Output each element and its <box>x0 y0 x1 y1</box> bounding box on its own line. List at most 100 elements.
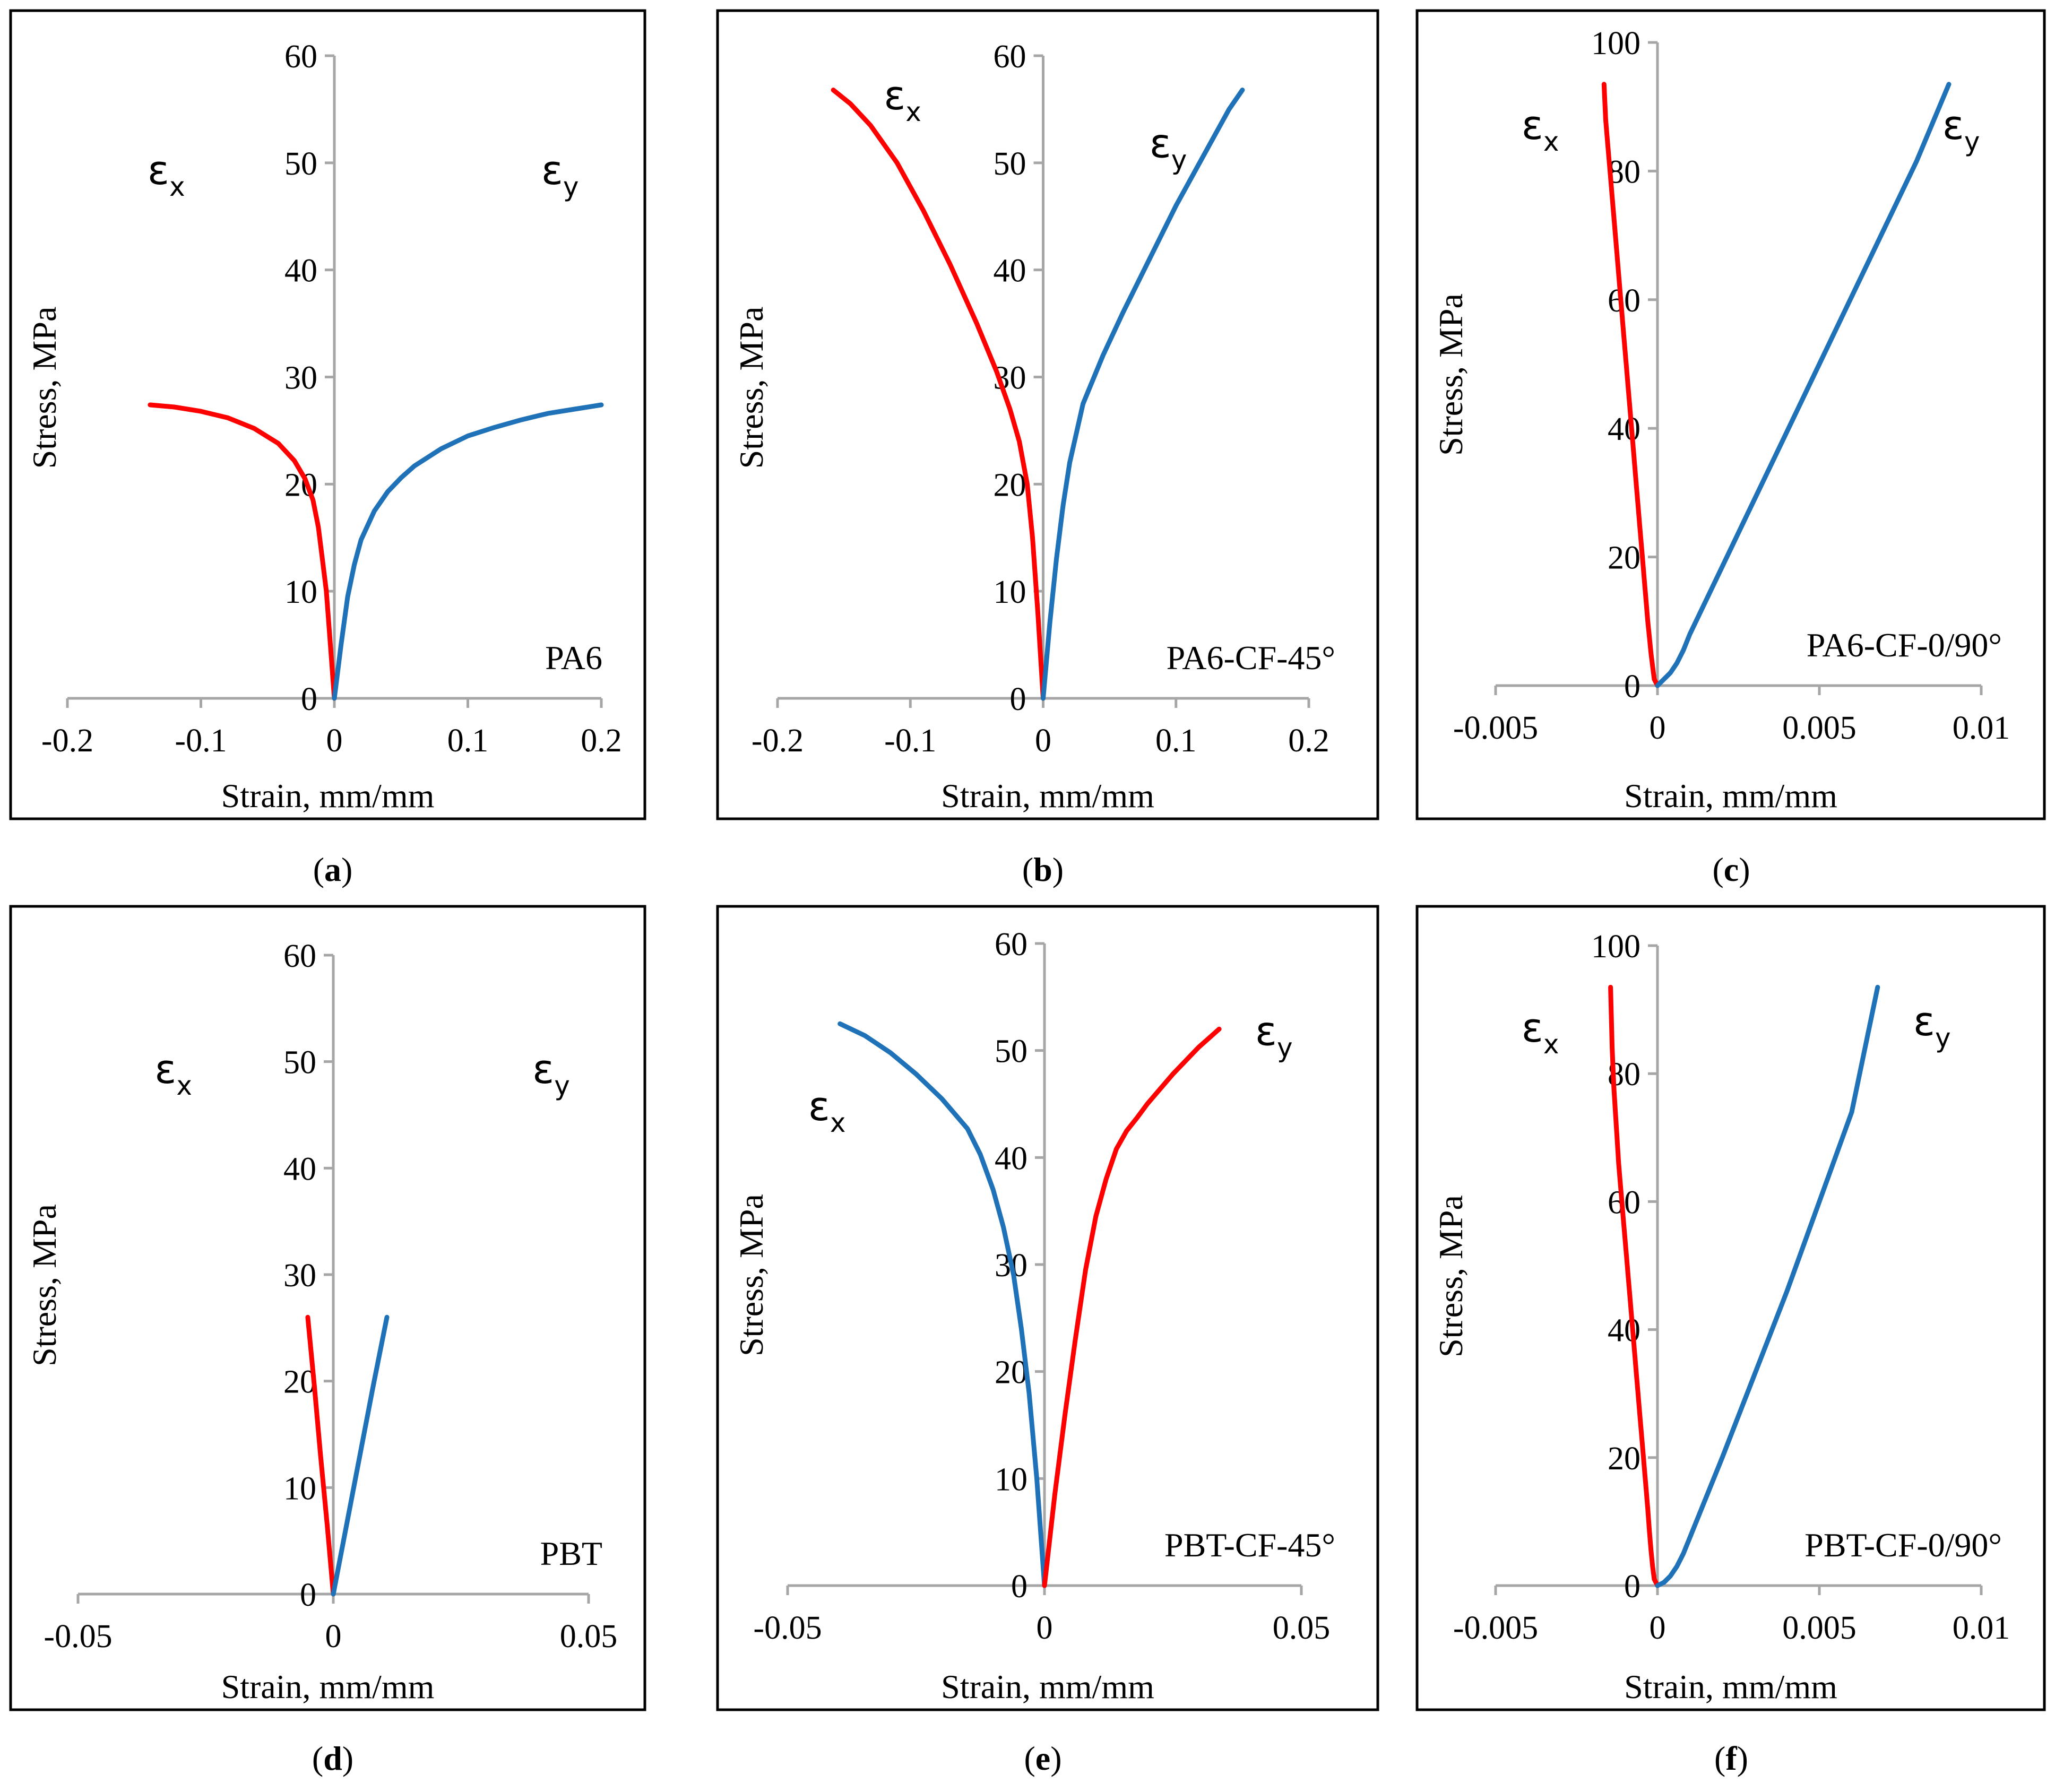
y-tick-label: 10 <box>283 1470 316 1507</box>
caption-close: ) <box>342 1739 353 1777</box>
x-tick-label: -0.005 <box>1453 710 1538 746</box>
y-axis-title: Stress, MPa <box>732 307 770 469</box>
caption-letter: d <box>323 1739 342 1777</box>
strain-subscript: y <box>1964 126 1980 157</box>
caption-letter: e <box>1035 1739 1050 1777</box>
y-tick-label: 10 <box>995 1461 1028 1497</box>
caption-open: ( <box>312 1739 323 1777</box>
series-line-1 <box>148 402 337 701</box>
x-axis-title: Strain, mm/mm <box>941 777 1154 815</box>
material-label: PBT-CF-45° <box>1164 1526 1335 1564</box>
strain-subscript: y <box>563 171 579 202</box>
y-tick-label: 20 <box>1608 1441 1640 1477</box>
material-label: PBT <box>540 1535 602 1572</box>
panel-caption: (b) <box>1022 851 1064 888</box>
strain-label-y: εy <box>1255 1008 1293 1063</box>
strain-subscript: y <box>1171 145 1187 176</box>
y-tick-label: 60 <box>284 39 317 75</box>
panel-frame <box>9 905 646 1711</box>
y-tick-label: 40 <box>283 1151 316 1187</box>
series-line-2 <box>1042 1026 1222 1588</box>
y-tick-label: 40 <box>284 253 317 289</box>
x-tick-label: 0.05 <box>560 1618 618 1655</box>
x-tick-label: -0.005 <box>1453 1610 1538 1646</box>
strain-symbol: ε <box>808 1083 830 1130</box>
strain-label-x: εx <box>808 1083 846 1138</box>
strain-subscript: x <box>905 97 921 127</box>
strain-subscript: x <box>830 1107 846 1138</box>
y-tick-label: 40 <box>1608 411 1640 447</box>
x-axis-title: Strain, mm/mm <box>221 777 435 815</box>
material-label: PA6 <box>545 639 602 677</box>
strain-symbol: ε <box>884 72 905 119</box>
x-tick-label: -0.05 <box>753 1610 822 1646</box>
y-tick-label: 20 <box>995 1355 1028 1391</box>
panel-frame <box>1415 9 2046 820</box>
x-tick-label: -0.05 <box>44 1618 112 1655</box>
series-line-2 <box>1655 984 1880 1588</box>
strain-symbol: ε <box>148 146 169 194</box>
x-tick-label: 0 <box>1035 723 1051 759</box>
y-axis-title: Stress, MPa <box>25 307 63 469</box>
y-tick-label: 20 <box>994 467 1026 503</box>
x-tick-label: -0.1 <box>175 723 227 759</box>
series-line-2 <box>1655 82 1952 688</box>
y-axis-title: Stress, MPa <box>1432 1195 1470 1357</box>
panel-frame <box>716 905 1379 1711</box>
caption-close: ) <box>1050 1739 1061 1777</box>
strain-label-y: εy <box>541 146 579 202</box>
caption-close: ) <box>1052 851 1064 888</box>
y-tick-label: 40 <box>995 1140 1028 1176</box>
strain-symbol: ε <box>1522 101 1543 149</box>
y-tick-label: 20 <box>1608 540 1640 576</box>
caption-letter: a <box>324 851 341 888</box>
x-tick-label: 0 <box>1650 710 1666 746</box>
x-tick-label: 0.005 <box>1782 1610 1857 1646</box>
y-tick-label: 30 <box>284 360 317 396</box>
strain-label-x: εx <box>1522 1004 1559 1060</box>
x-tick-label: 0 <box>326 723 343 759</box>
strain-label-x: εx <box>154 1045 192 1101</box>
series-line-1 <box>831 88 1046 701</box>
x-tick-label: 0.2 <box>1288 723 1329 759</box>
x-axis-title: Strain, mm/mm <box>1624 777 1837 815</box>
series-line-1 <box>305 1314 336 1597</box>
y-tick-label: 30 <box>283 1258 316 1294</box>
caption-open: ( <box>1022 851 1033 888</box>
series-line-2 <box>1041 88 1245 701</box>
strain-symbol: ε <box>1913 998 1935 1045</box>
strain-subscript: y <box>554 1070 570 1101</box>
panel-caption: (e) <box>1024 1739 1061 1777</box>
caption-open: ( <box>313 851 324 888</box>
y-tick-label: 100 <box>1591 929 1640 965</box>
strain-label-y: εy <box>532 1045 570 1101</box>
strain-label-x: εx <box>1522 101 1559 157</box>
x-tick-label: -0.2 <box>41 723 93 759</box>
strain-subscript: y <box>1935 1023 1951 1053</box>
strain-subscript: x <box>1543 1029 1559 1060</box>
y-tick-label: 0 <box>1624 669 1640 705</box>
strain-label-y: εy <box>1150 120 1187 176</box>
caption-open: ( <box>1712 851 1723 888</box>
y-tick-label: 0 <box>301 681 317 717</box>
y-tick-label: 60 <box>283 938 316 974</box>
x-tick-label: -0.1 <box>884 723 936 759</box>
caption-letter: b <box>1033 851 1052 888</box>
y-tick-label: 60 <box>994 39 1026 75</box>
x-tick-label: 0.01 <box>1953 710 2010 746</box>
x-tick-label: 0 <box>1650 1610 1666 1646</box>
y-tick-label: 10 <box>994 574 1026 610</box>
panel-caption: (f) <box>1714 1739 1748 1777</box>
strain-subscript: y <box>1277 1033 1293 1063</box>
strain-symbol: ε <box>1522 1004 1543 1051</box>
x-axis-title: Strain, mm/mm <box>1624 1668 1837 1706</box>
strain-symbol: ε <box>1255 1008 1277 1055</box>
x-tick-label: 0.05 <box>1273 1610 1331 1646</box>
strain-label-x: εx <box>884 72 921 127</box>
series-line-1 <box>837 1021 1047 1588</box>
x-tick-label: 0.1 <box>1155 723 1197 759</box>
